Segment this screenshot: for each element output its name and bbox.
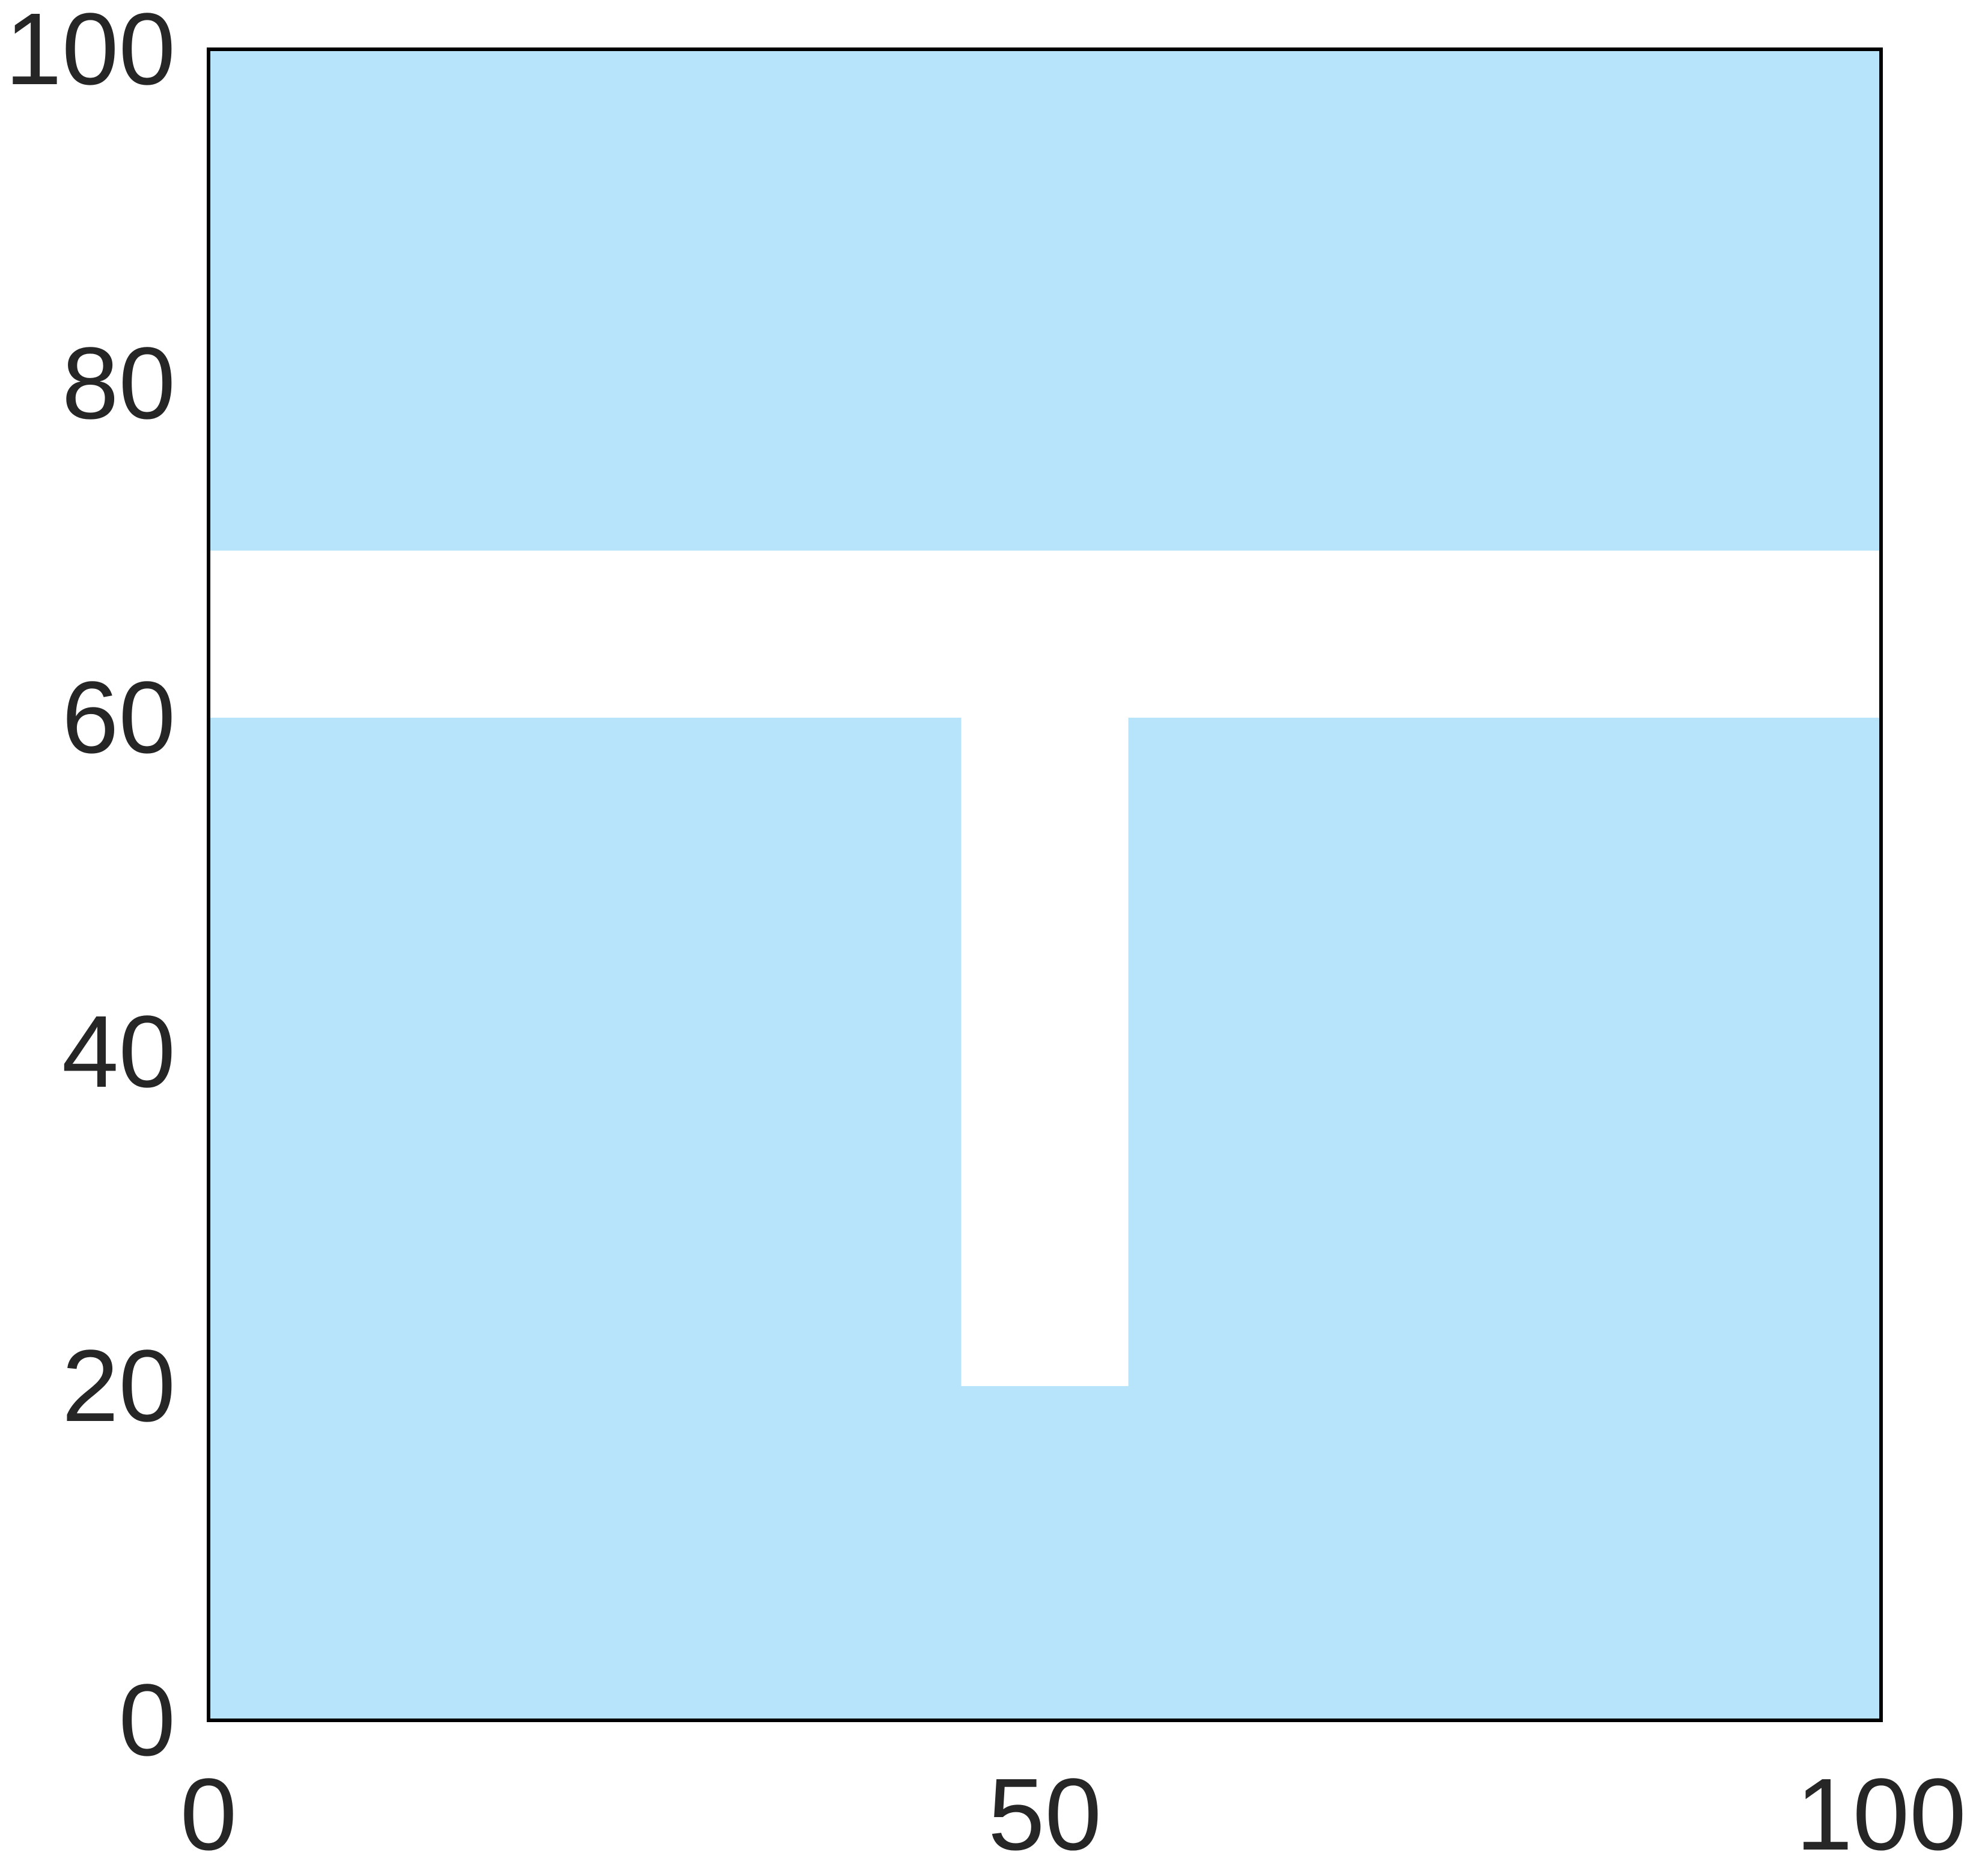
y-tick-label-20: 20: [62, 1329, 175, 1443]
x-axis-ticks: 0 50 100: [180, 1758, 1966, 1872]
plot-frame: [207, 47, 1883, 1722]
x-tick-label-100: 100: [1796, 1758, 1966, 1872]
y-tick-label-0: 0: [118, 1663, 175, 1777]
region-bottom-left-block: [209, 718, 962, 1720]
region-bottom-right-block: [1128, 718, 1881, 1720]
y-tick-label-40: 40: [62, 995, 175, 1109]
region-bottom-center-block: [961, 1386, 1129, 1720]
x-tick-label-50: 50: [988, 1758, 1102, 1872]
y-tick-label-100: 100: [5, 0, 175, 106]
filled-regions: [209, 49, 1881, 1720]
y-tick-label-60: 60: [62, 661, 175, 775]
region-top-band: [209, 49, 1881, 551]
y-axis-ticks: 0 20 40 60 80 100: [5, 0, 175, 1777]
x-tick-label-0: 0: [180, 1758, 237, 1872]
y-tick-label-80: 80: [62, 326, 175, 441]
